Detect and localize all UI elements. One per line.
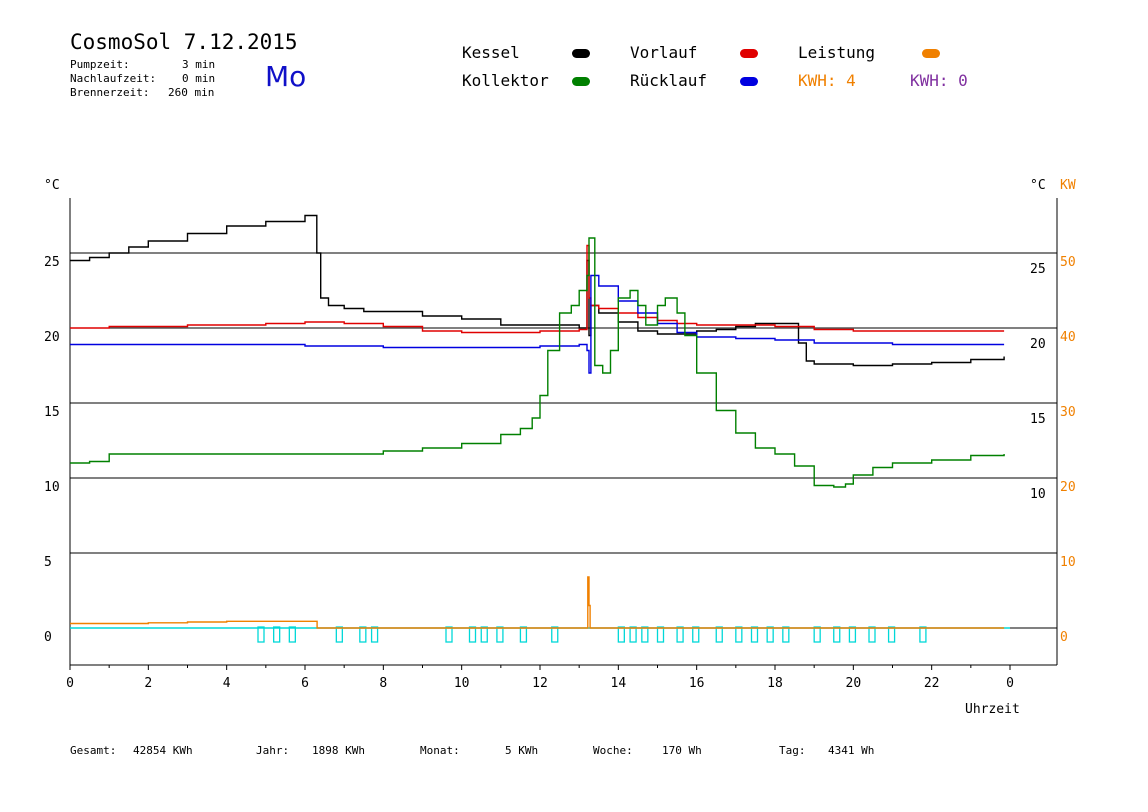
right-tick-label: 10 xyxy=(1030,487,1046,502)
pump-cycle-marker xyxy=(656,626,665,643)
pump-cycle-marker xyxy=(641,626,649,643)
x-tick-label: 0 xyxy=(1006,676,1014,691)
footer-jahr-value: 1898 KWh xyxy=(312,744,365,757)
pump-cycle-marker xyxy=(480,626,488,643)
pump-cycle-marker xyxy=(288,626,296,643)
footer-woche-label: Woche: xyxy=(593,744,633,757)
legend-vorlauf: Vorlauf xyxy=(630,43,698,62)
pump-cycle-marker xyxy=(848,626,857,643)
pump-cycle-marker xyxy=(766,626,774,643)
x-tick-label: 10 xyxy=(454,676,470,691)
x-tick-label: 20 xyxy=(846,676,862,691)
x-axis-label: Uhrzeit xyxy=(965,702,1020,717)
legend-kollektor: Kollektor xyxy=(462,71,549,90)
pump-cycle-marker xyxy=(833,626,841,643)
pump-cycle-marker xyxy=(551,626,559,643)
footer-tag-value: 4341 Wh xyxy=(828,744,875,757)
pump-cycle-marker xyxy=(335,626,343,643)
right-tick-label: 25 xyxy=(1030,262,1046,277)
pump-cycle-marker xyxy=(735,626,743,643)
legend-ruecklauf-swatch xyxy=(740,77,758,86)
kw-tick-label: 20 xyxy=(1060,480,1076,495)
left-tick-label: 25 xyxy=(44,255,60,270)
series-line-vorlauf xyxy=(70,244,1005,334)
page-title: CosmoSol 7.12.2015 xyxy=(70,30,298,54)
right-axis-unit: °C xyxy=(1030,178,1046,193)
pump-cycle-marker xyxy=(676,626,684,643)
stat-nachlaufzeit-label: Nachlaufzeit: xyxy=(70,72,157,85)
stat-pumpzeit-label: Pumpzeit: xyxy=(70,58,130,71)
x-tick-label: 6 xyxy=(301,676,309,691)
pump-cycle-marker xyxy=(629,626,637,643)
footer-jahr-label: Jahr: xyxy=(256,744,290,757)
kw-tick-label: 0 xyxy=(1060,630,1068,645)
pump-cycle-marker xyxy=(359,626,367,643)
kw-tick-label: 40 xyxy=(1060,330,1076,345)
x-tick-label: 2 xyxy=(144,676,152,691)
series-line-kollektor xyxy=(70,237,1005,488)
pump-cycle-marker xyxy=(692,626,700,643)
left-tick-label: 10 xyxy=(44,480,60,495)
footer-monat-value: 5 KWh xyxy=(505,744,539,757)
kw-tick-label: 10 xyxy=(1060,555,1076,570)
stat-pumpzeit-value: 3 min xyxy=(182,58,216,71)
pump-cycle-marker xyxy=(370,626,379,643)
kw-tick-label: 50 xyxy=(1060,255,1076,270)
stat-brennerzeit-label: Brennerzeit: xyxy=(70,86,150,99)
left-tick-label: 0 xyxy=(44,630,52,645)
pump-cycle-marker xyxy=(468,626,477,643)
weekday-label: Mo xyxy=(265,60,307,93)
left-tick-label: 20 xyxy=(44,330,60,345)
series-line-leistung xyxy=(70,576,1005,629)
pump-cycle-marker xyxy=(813,626,821,643)
legend-kwh-1: KWH: 4 xyxy=(798,71,856,90)
stat-nachlaufzeit-value: 0 min xyxy=(182,72,216,85)
legend-kollektor-swatch xyxy=(572,77,590,86)
pump-cycle-marker xyxy=(887,626,896,643)
legend-leistung-swatch xyxy=(922,49,940,58)
footer-monat-label: Monat: xyxy=(420,744,460,757)
legend-ruecklauf: Rücklauf xyxy=(630,71,708,90)
pump-cycle-marker xyxy=(445,626,453,643)
right-tick-label: 20 xyxy=(1030,337,1046,352)
legend-kwh-2: KWH: 0 xyxy=(910,71,968,90)
pump-cycle-marker xyxy=(782,626,790,643)
pump-cycle-marker xyxy=(496,626,504,643)
left-tick-label: 15 xyxy=(44,405,60,420)
footer-gesamt-value: 42854 KWh xyxy=(133,744,193,757)
footer-gesamt-label: Gesamt: xyxy=(70,744,117,757)
legend-leistung: Leistung xyxy=(798,43,876,62)
pump-cycle-marker xyxy=(868,626,876,643)
pump-cycle-marker xyxy=(519,626,528,643)
x-tick-label: 8 xyxy=(379,676,387,691)
x-tick-label: 0 xyxy=(66,676,74,691)
series-line-ruecklauf xyxy=(70,274,1005,374)
footer-tag-label: Tag: xyxy=(779,744,806,757)
x-tick-label: 18 xyxy=(767,676,783,691)
pump-cycle-marker xyxy=(617,626,625,643)
footer-woche-value: 170 Wh xyxy=(662,744,702,757)
right-axis-unit-kw: KW xyxy=(1060,178,1076,193)
pump-cycle-marker xyxy=(273,626,281,643)
pump-cycle-marker xyxy=(257,626,265,643)
x-tick-label: 14 xyxy=(611,676,627,691)
x-tick-label: 22 xyxy=(924,676,940,691)
kw-tick-label: 30 xyxy=(1060,405,1076,420)
left-tick-label: 5 xyxy=(44,555,52,570)
pump-cycle-marker xyxy=(750,626,759,643)
pump-cycle-marker xyxy=(919,626,927,643)
legend-kessel-swatch xyxy=(572,49,590,58)
x-tick-label: 16 xyxy=(689,676,705,691)
left-axis-unit: °C xyxy=(44,178,60,193)
x-tick-label: 4 xyxy=(223,676,231,691)
x-tick-label: 12 xyxy=(532,676,548,691)
pump-cycle-marker xyxy=(715,626,723,643)
legend-kessel: Kessel xyxy=(462,43,520,62)
stat-brennerzeit-value: 260 min xyxy=(168,86,215,99)
legend-vorlauf-swatch xyxy=(740,49,758,58)
right-tick-label: 15 xyxy=(1030,412,1046,427)
